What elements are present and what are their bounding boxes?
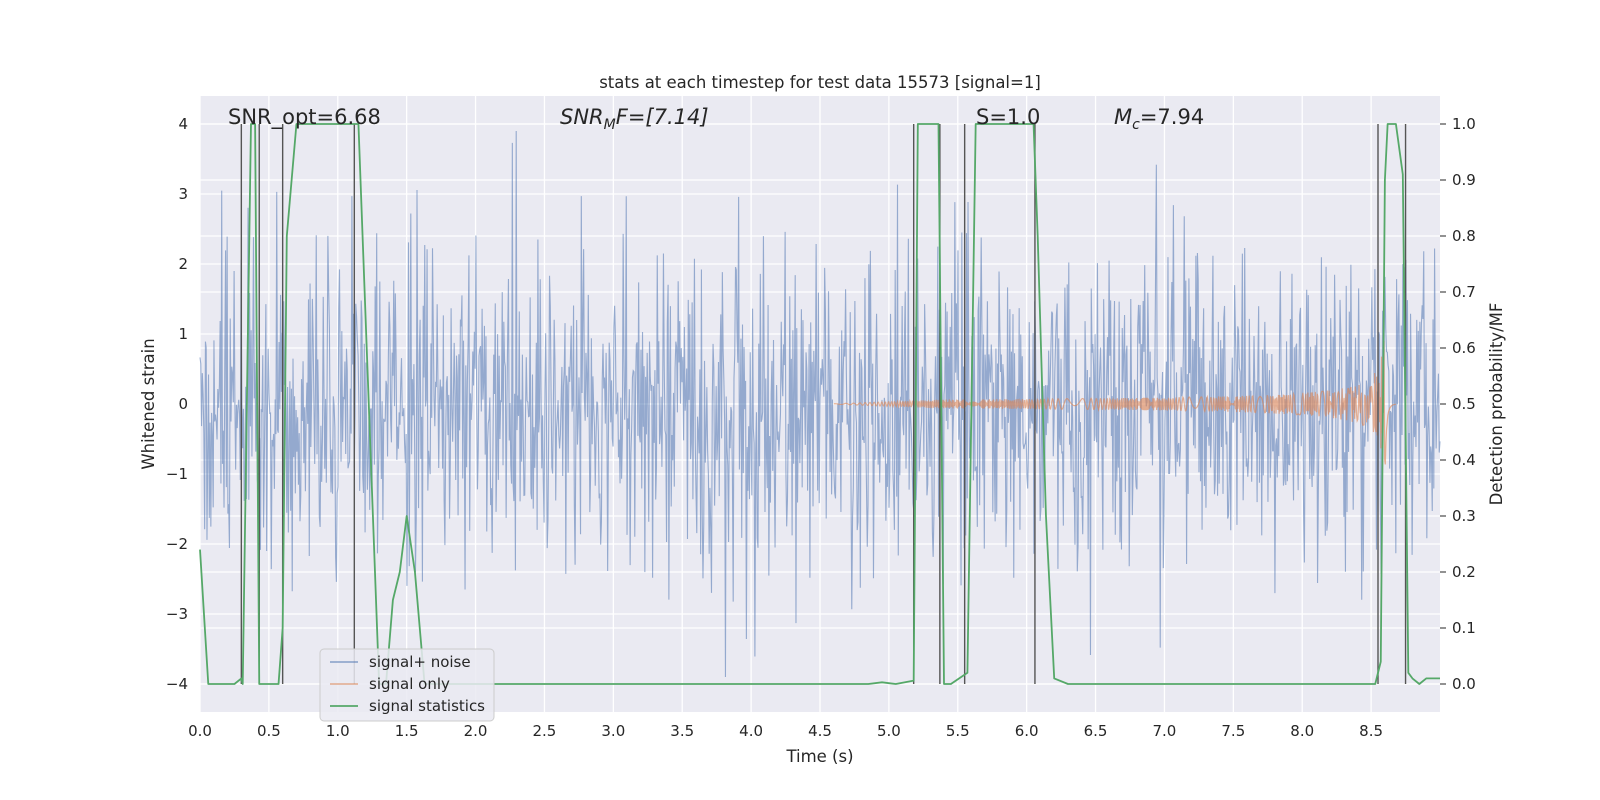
y-tick-label-right: 0.9	[1452, 171, 1476, 189]
tick-labels: 0.0 0.5 1.0 1.5 2.0 2.5 3.0 3.5 4.0 4.5 5.0 5.5 6.0 6…	[166, 115, 1476, 740]
y-tick-label-right: 0.2	[1452, 563, 1476, 581]
annotation-mc: Mc=7.94	[1114, 105, 1204, 133]
legend-label-signal-only: signal only	[369, 675, 450, 693]
y-tick-label-right: 0.1	[1452, 619, 1476, 637]
y-tick-label-right: 0.4	[1452, 451, 1476, 469]
annotation-snr-mf-subscript: M	[604, 117, 616, 133]
y-tick-label-left: −2	[166, 535, 188, 553]
x-tick-label: 3.0	[601, 722, 625, 740]
x-tick-label: 5.0	[877, 722, 901, 740]
x-tick-label: 7.0	[1153, 722, 1177, 740]
y-tick-label-left: 2	[178, 255, 188, 273]
x-tick-label: 4.5	[808, 722, 832, 740]
signal-noise-line	[199, 130, 1441, 678]
y-tick-label-right: 0.6	[1452, 339, 1476, 357]
y-tick-label-left: −4	[166, 675, 188, 693]
annotation-mc-symbol: M	[1114, 105, 1132, 129]
y-axis-label-left: Whitened strain	[139, 338, 158, 469]
y-tick-label-right: 0.3	[1452, 507, 1476, 525]
x-tick-label: 6.5	[1084, 722, 1108, 740]
x-tick-label: 0.0	[188, 722, 212, 740]
x-axis-label: Time (s)	[785, 747, 853, 766]
y-tick-label-right: 0.0	[1452, 675, 1476, 693]
annotation-snr-mf-value: F=[7.14]	[616, 105, 709, 129]
legend: signal+ noise signal only signal statist…	[319, 648, 495, 722]
annotation-mc-value: =7.94	[1140, 105, 1204, 129]
signal-statistics-line	[199, 123, 1440, 685]
y-tick-label-left: 4	[178, 115, 188, 133]
y-tick-label-left: −3	[166, 605, 188, 623]
annotation-s-value: S=1.0	[976, 105, 1040, 129]
x-tick-label: 1.0	[326, 722, 350, 740]
x-tick-label: 6.0	[1015, 722, 1039, 740]
x-tick-label: 3.5	[670, 722, 694, 740]
y-axis-label-right: Detection probability/MF	[1487, 303, 1506, 506]
y-tick-label-left: 0	[178, 395, 188, 413]
x-tick-label: 5.5	[946, 722, 970, 740]
y-tick-label-left: 1	[178, 325, 188, 343]
x-tick-label: 8.0	[1290, 722, 1314, 740]
y-tick-label-left: 3	[178, 185, 188, 203]
x-tick-label: 0.5	[257, 722, 281, 740]
annotation-snr-mf: SNRMF=[7.14]	[560, 105, 709, 133]
chart-title: stats at each timestep for test data 155…	[599, 73, 1041, 92]
legend-frame	[319, 648, 495, 722]
x-tick-label: 1.5	[395, 722, 419, 740]
legend-label-signal-statistics: signal statistics	[369, 697, 485, 715]
series-signal-statistics	[199, 123, 1440, 685]
y-tick-label-right: 0.7	[1452, 283, 1476, 301]
annotation-snr-opt: SNR_opt=6.68	[228, 105, 381, 130]
y-tick-label-right: 0.5	[1452, 395, 1476, 413]
series-signal-only	[833, 340, 1396, 465]
series-signal-noise	[199, 130, 1441, 678]
x-tick-label: 4.0	[739, 722, 763, 740]
legend-label-signal-noise: signal+ noise	[369, 653, 471, 671]
annotation-snr-mf-symbol: SNR	[560, 105, 604, 129]
y-tick-label-right: 1.0	[1452, 115, 1476, 133]
x-tick-label: 2.0	[464, 722, 488, 740]
y-tick-label-right: 0.8	[1452, 227, 1476, 245]
signal-only-line	[833, 340, 1396, 465]
x-tick-label: 8.5	[1359, 722, 1383, 740]
annotation-mc-subscript: c	[1132, 117, 1140, 133]
y-tick-label-left: −1	[166, 465, 188, 483]
x-tick-label: 2.5	[533, 722, 557, 740]
x-tick-label: 7.5	[1221, 722, 1245, 740]
